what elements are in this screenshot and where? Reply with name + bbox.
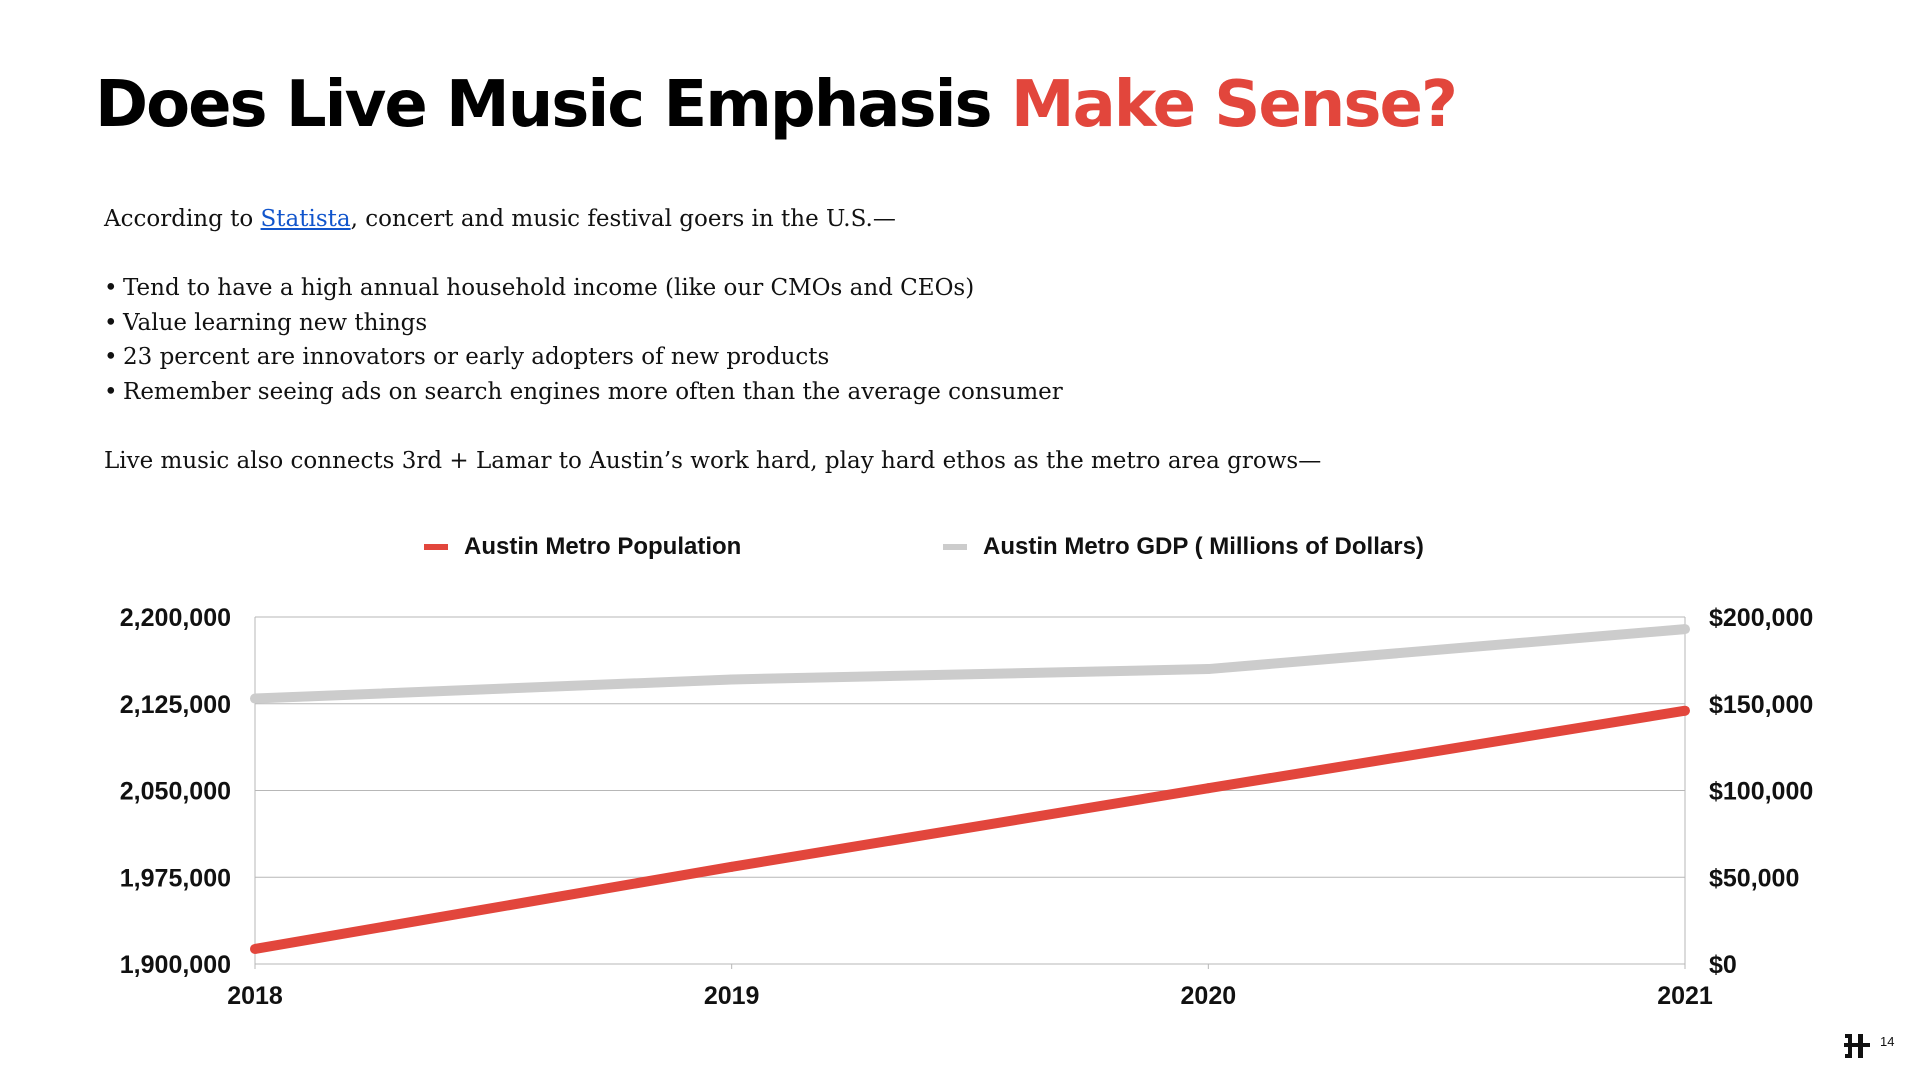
x-tick-label: 2021 (1657, 982, 1713, 1010)
intro-prefix: According to (104, 206, 261, 232)
y-right-tick-label: $200,000 (1709, 604, 1813, 632)
bullet-item: Remember seeing ads on search engines mo… (104, 375, 1321, 410)
population-point (1203, 783, 1214, 794)
bullet-item: Value learning new things (104, 306, 1321, 341)
body-text: According to Statista, concert and music… (104, 202, 1321, 478)
intro-suffix: , concert and music festival goers in th… (350, 206, 896, 232)
population-point (726, 861, 737, 872)
legend-swatch-population (424, 544, 448, 550)
intro-line: According to Statista, concert and music… (104, 202, 1321, 237)
y-left-tick-label: 2,125,000 (120, 691, 231, 719)
x-tick-label: 2019 (704, 982, 760, 1010)
population-point (1680, 705, 1690, 716)
chart-legend: Austin Metro Population Austin Metro GDP… (0, 529, 1920, 565)
y-right-tick-label: $50,000 (1709, 864, 1799, 892)
legend-item-population: Austin Metro Population (424, 529, 741, 565)
legend-swatch-gdp (943, 544, 967, 550)
population-line (254, 705, 1686, 954)
bullet-item: Tend to have a high annual household inc… (104, 271, 1321, 306)
y-left-tick-label: 2,200,000 (120, 604, 231, 632)
gdp-point (726, 674, 737, 685)
statista-link[interactable]: Statista (260, 206, 351, 232)
y-right-tick-label: $150,000 (1709, 691, 1813, 719)
y-left-tick-label: 1,975,000 (120, 864, 231, 892)
title-main: Does Live Music Emphasis (95, 68, 993, 142)
legend-label-gdp: Austin Metro GDP ( Millions of Dollars) (983, 533, 1424, 560)
bullet-list: Tend to have a high annual household inc… (104, 271, 1321, 409)
title-accent: Make Sense? (1010, 68, 1458, 142)
gdp-point (1680, 624, 1690, 635)
legend-item-gdp: Austin Metro GDP ( Millions of Dollars) (943, 529, 1424, 565)
gdp-point (250, 693, 260, 704)
y-left-tick-label: 1,900,000 (120, 951, 231, 979)
x-tick-label: 2018 (227, 982, 283, 1010)
y-left-tick-label: 2,050,000 (120, 778, 231, 806)
gdp-point (1203, 664, 1214, 675)
gdp-line (254, 624, 1686, 704)
legend-label-population: Austin Metro Population (464, 533, 742, 560)
bullet-item: 23 percent are innovators or early adopt… (104, 340, 1321, 375)
brand-logo-icon (1844, 1034, 1870, 1058)
y-right-tick-label: $0 (1709, 951, 1737, 979)
population-point (250, 943, 260, 954)
y-right-tick-label: $100,000 (1709, 778, 1813, 806)
slide-title: Does Live Music Emphasis Make Sense? (95, 68, 1458, 142)
x-tick-label: 2020 (1181, 982, 1237, 1010)
closing-line: Live music also connects 3rd + Lamar to … (104, 447, 1322, 474)
page-number: 14 (1880, 1034, 1895, 1049)
